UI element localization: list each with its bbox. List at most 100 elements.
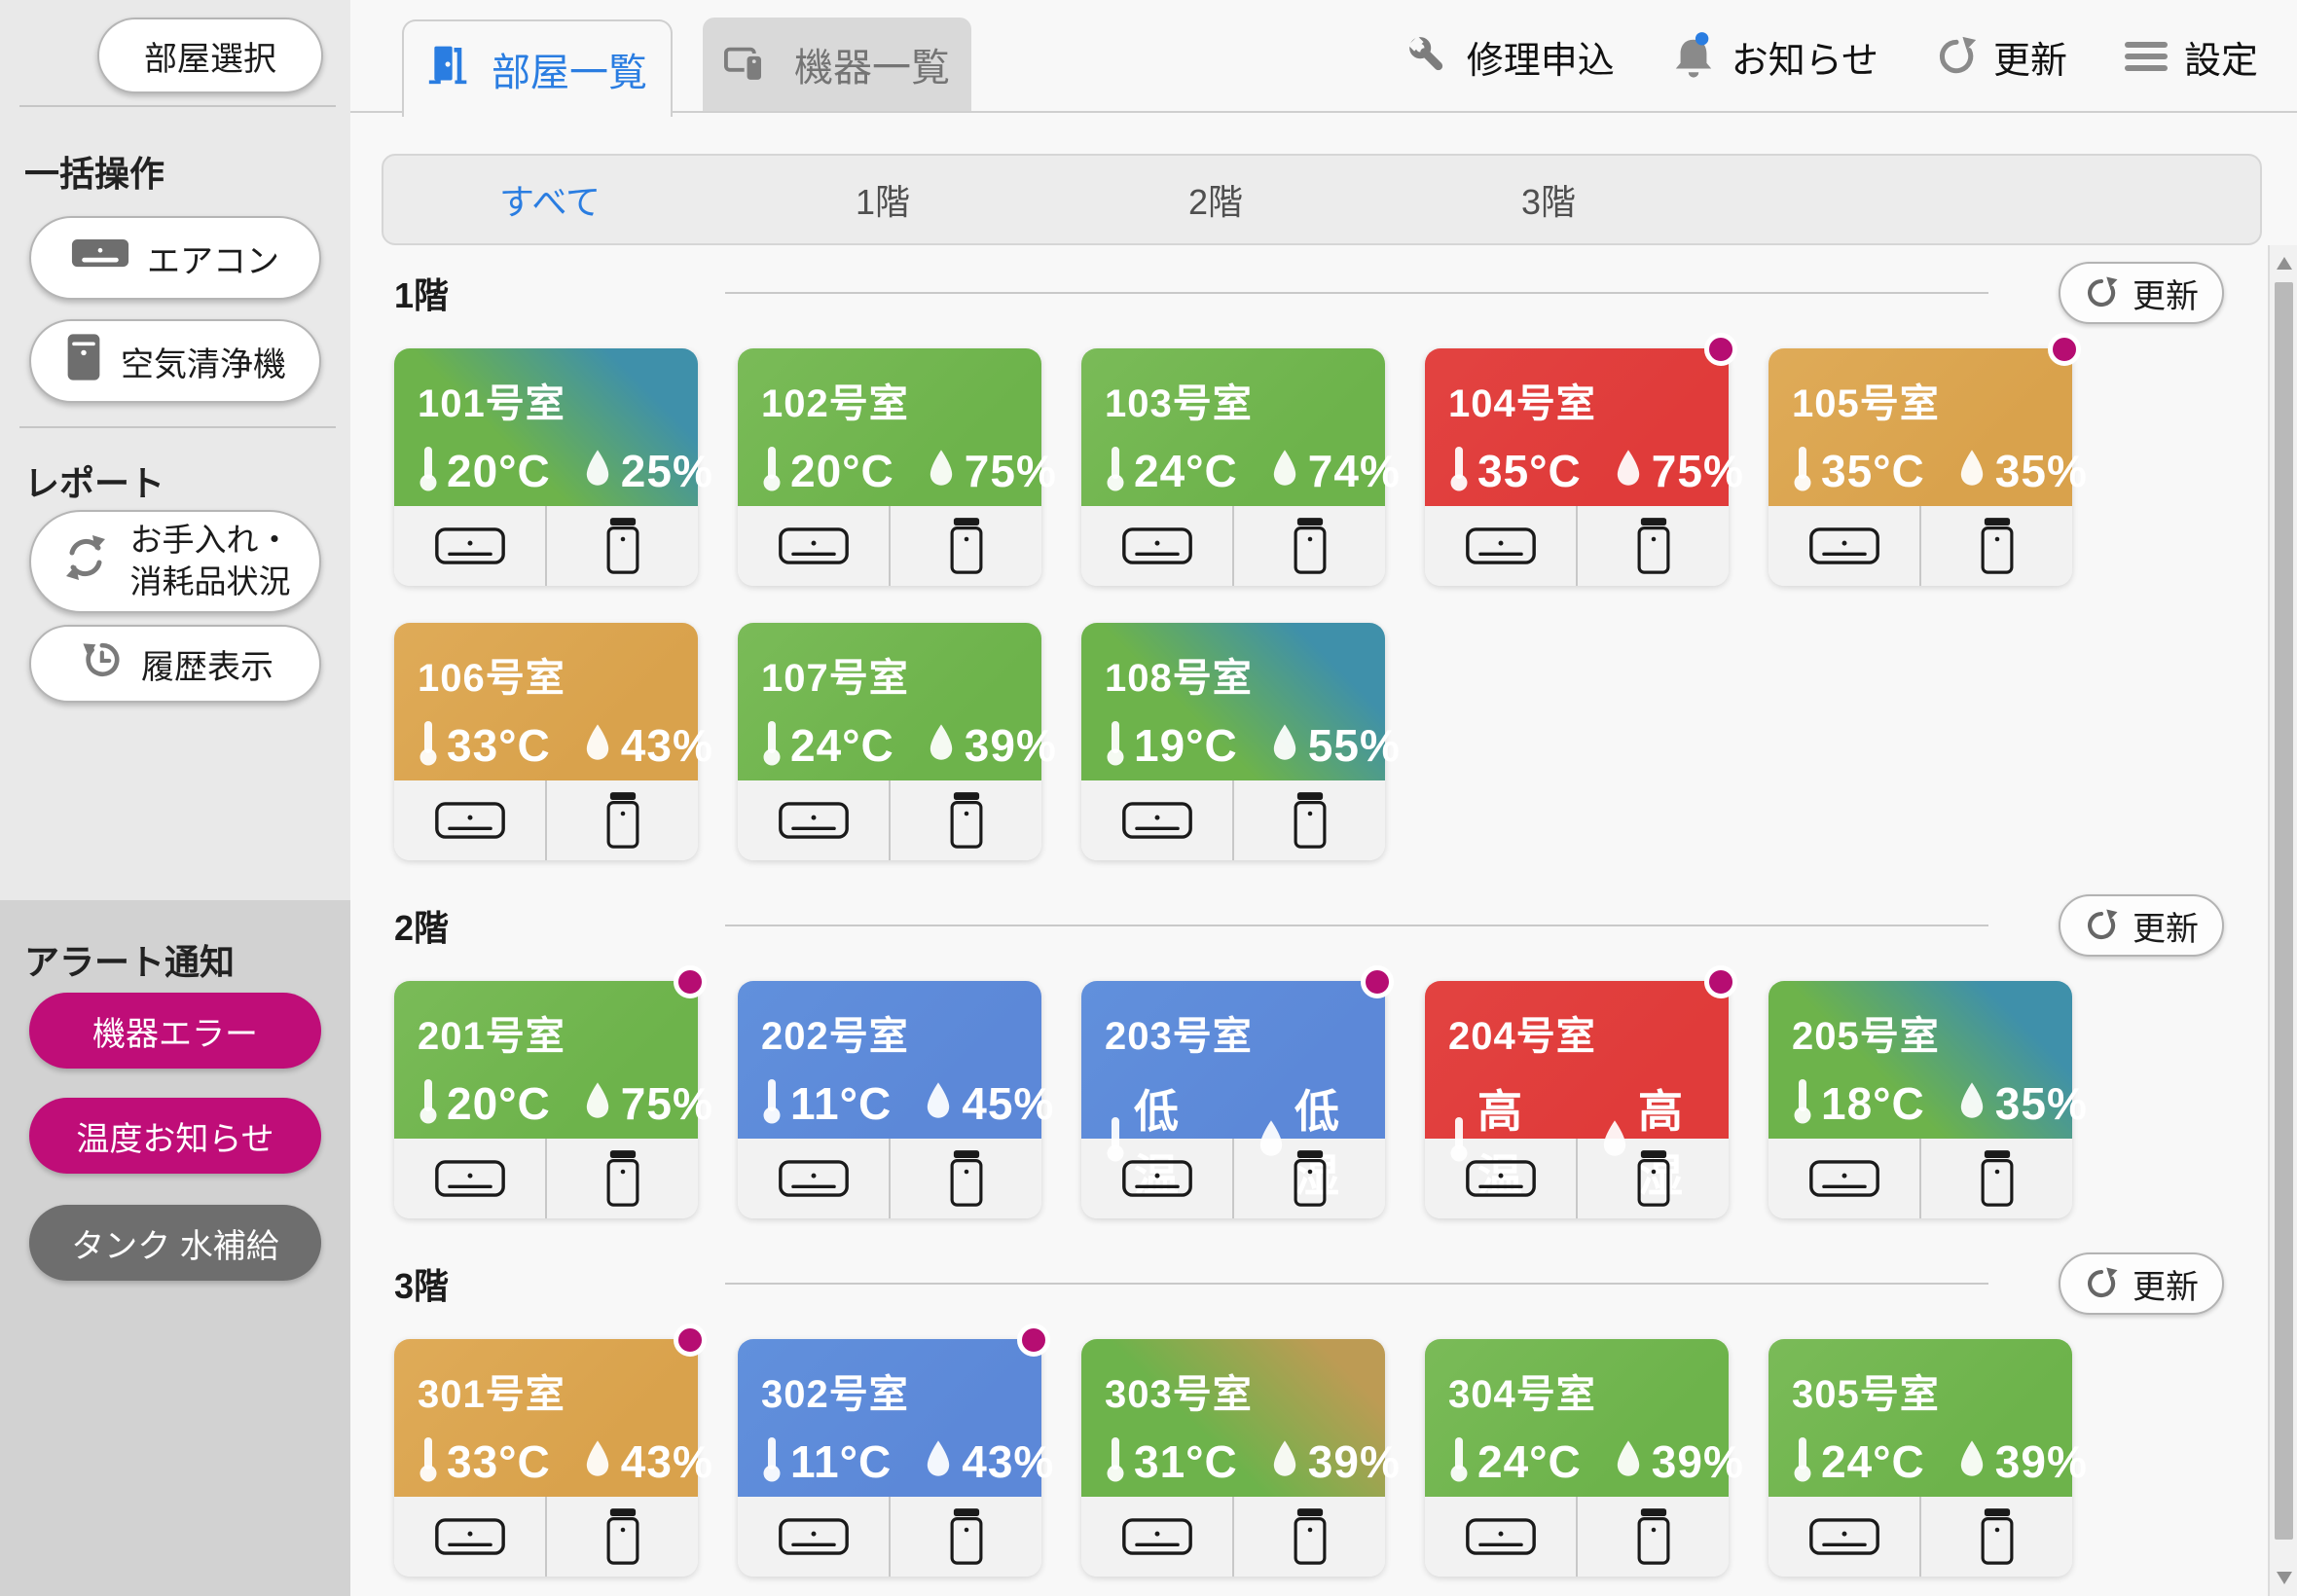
room-card[interactable]: 202号室 11°C 45% — [738, 981, 1053, 1218]
room-temperature: 11°C — [790, 1077, 893, 1129]
room-purifier-button[interactable] — [891, 1139, 1041, 1218]
filter-floor-1[interactable]: 1階 — [855, 182, 911, 222]
room-aircon-button[interactable] — [1081, 1139, 1232, 1218]
room-select-button[interactable]: 部屋選択 — [97, 18, 323, 93]
history-label: 履歴表示 — [141, 648, 273, 686]
room-aircon-button[interactable] — [1081, 780, 1232, 860]
room-purifier-button[interactable] — [891, 780, 1041, 860]
aircon-outline-icon — [434, 1160, 505, 1197]
scrollbar-thumb[interactable] — [2275, 282, 2293, 1540]
refresh-all-button[interactable]: 更新 — [1935, 30, 2067, 84]
room-name: 302号室 — [761, 1373, 909, 1416]
room-aircon-button[interactable] — [1768, 506, 1919, 586]
room-aircon-button[interactable] — [394, 1497, 545, 1577]
purifier-outline-icon — [950, 518, 982, 574]
room-card-footer — [1425, 1139, 1729, 1218]
scroll-down-arrow[interactable] — [2277, 1572, 2292, 1584]
room-aircon-button[interactable] — [394, 1139, 545, 1218]
filter-floor-2[interactable]: 2階 — [1187, 182, 1244, 222]
room-card[interactable]: 107号室 24°C 39% — [738, 623, 1056, 860]
room-card[interactable]: 205号室 18°C 35% — [1768, 981, 2087, 1218]
room-name: 305号室 — [1792, 1373, 1940, 1416]
room-card[interactable]: 103号室 24°C 74% — [1081, 348, 1400, 586]
room-card[interactable]: 104号室 35°C 75% — [1425, 333, 1743, 586]
history-icon — [77, 636, 124, 692]
room-aircon-button[interactable] — [738, 1139, 889, 1218]
room-purifier-button[interactable] — [1234, 506, 1385, 586]
room-purifier-button[interactable] — [547, 506, 698, 586]
room-aircon-button[interactable] — [1425, 506, 1576, 586]
room-aircon-button[interactable] — [1081, 1497, 1232, 1577]
room-card[interactable]: 108号室 19°C 55% — [1081, 623, 1400, 860]
room-purifier-button[interactable] — [1578, 506, 1729, 586]
filter-all[interactable]: すべて — [498, 182, 602, 222]
filter-floor-3[interactable]: 3階 — [1520, 182, 1577, 222]
thermometer-icon — [1792, 1076, 1813, 1130]
room-name: 107号室 — [761, 657, 909, 700]
temp-notice-button[interactable]: 温度お知らせ — [29, 1098, 321, 1174]
room-card-status: 104号室 35°C 75% — [1425, 348, 1743, 506]
floor-refresh-button[interactable]: 更新 — [2059, 1252, 2224, 1315]
repair-request-button[interactable]: 修理申込 — [1406, 30, 1615, 84]
room-aircon-button[interactable] — [394, 506, 545, 586]
room-card[interactable]: 301号室 33°C 43% — [394, 1324, 712, 1577]
room-aircon-button[interactable] — [1768, 1139, 1919, 1218]
notifications-button[interactable]: お知らせ — [1671, 30, 1878, 84]
device-error-button[interactable]: 機器エラー — [29, 993, 321, 1069]
room-purifier-button[interactable] — [1234, 1497, 1385, 1577]
room-purifier-button[interactable] — [1921, 506, 2072, 586]
room-aircon-button[interactable] — [738, 1497, 889, 1577]
room-aircon-button[interactable] — [394, 780, 545, 860]
tank-refill-button[interactable]: タンク 水補給 — [29, 1205, 321, 1281]
room-card[interactable]: 203号室 低温 低湿 — [1081, 965, 1394, 1218]
room-purifier-button[interactable] — [1921, 1139, 2072, 1218]
room-purifier-button[interactable] — [547, 1497, 698, 1577]
room-card[interactable]: 101号室 20°C 25% — [394, 348, 712, 586]
room-aircon-button[interactable] — [1768, 1497, 1919, 1577]
notifications-label: お知らせ — [1731, 40, 1878, 82]
device-error-label: 機器エラー — [92, 1015, 258, 1053]
footer-divider — [545, 506, 547, 586]
alert-badge — [674, 965, 707, 998]
room-card[interactable]: 303号室 31°C 39% — [1081, 1339, 1400, 1577]
room-aircon-button[interactable] — [738, 506, 889, 586]
room-card-status: 108号室 19°C 55% — [1081, 623, 1400, 780]
room-card-footer — [1425, 506, 1729, 586]
room-purifier-button[interactable] — [1921, 1497, 2072, 1577]
aircon-batch-button[interactable]: エアコン — [29, 216, 321, 300]
room-card[interactable]: 302号室 11°C 43% — [738, 1324, 1053, 1577]
room-aircon-button[interactable] — [1081, 506, 1232, 586]
purifier-batch-button[interactable]: 空気清浄機 — [29, 319, 321, 403]
room-aircon-button[interactable] — [1425, 1497, 1576, 1577]
floor-refresh-button[interactable]: 更新 — [2059, 262, 2224, 324]
room-purifier-button[interactable] — [1578, 1497, 1729, 1577]
room-card[interactable]: 305号室 24°C 39% — [1768, 1339, 2087, 1577]
room-card[interactable]: 304号室 24°C 39% — [1425, 1339, 1743, 1577]
room-card[interactable]: 105号室 35°C 35% — [1768, 333, 2087, 586]
thermometer-icon — [418, 718, 439, 772]
aircon-outline-icon — [778, 1160, 849, 1197]
room-purifier-button[interactable] — [1234, 1139, 1385, 1218]
footer-divider — [1919, 1497, 1921, 1577]
room-humidity: 35% — [1994, 1077, 2088, 1129]
history-button[interactable]: 履歴表示 — [29, 625, 321, 703]
maintenance-report-button[interactable]: お手入れ・ 消耗品状況 — [29, 510, 321, 613]
settings-button[interactable]: 設定 — [2124, 30, 2258, 84]
tab-room-list[interactable]: 部屋一覧 — [402, 19, 673, 117]
room-purifier-button[interactable] — [547, 780, 698, 860]
floor-refresh-button[interactable]: 更新 — [2059, 894, 2224, 957]
room-card[interactable]: 102号室 20°C 75% — [738, 348, 1056, 586]
room-aircon-button[interactable] — [738, 780, 889, 860]
room-card[interactable]: 201号室 20°C 75% — [394, 965, 712, 1218]
aircon-icon — [71, 236, 129, 281]
scroll-up-arrow[interactable] — [2277, 257, 2292, 270]
tab-device-list[interactable]: 機器一覧 — [703, 18, 971, 111]
room-purifier-button[interactable] — [1578, 1139, 1729, 1218]
room-purifier-button[interactable] — [1234, 780, 1385, 860]
room-purifier-button[interactable] — [891, 1497, 1041, 1577]
room-aircon-button[interactable] — [1425, 1139, 1576, 1218]
room-card[interactable]: 106号室 33°C 43% — [394, 623, 712, 860]
room-purifier-button[interactable] — [891, 506, 1041, 586]
room-purifier-button[interactable] — [547, 1139, 698, 1218]
room-card[interactable]: 204号室 高温 高湿 — [1425, 965, 1737, 1218]
